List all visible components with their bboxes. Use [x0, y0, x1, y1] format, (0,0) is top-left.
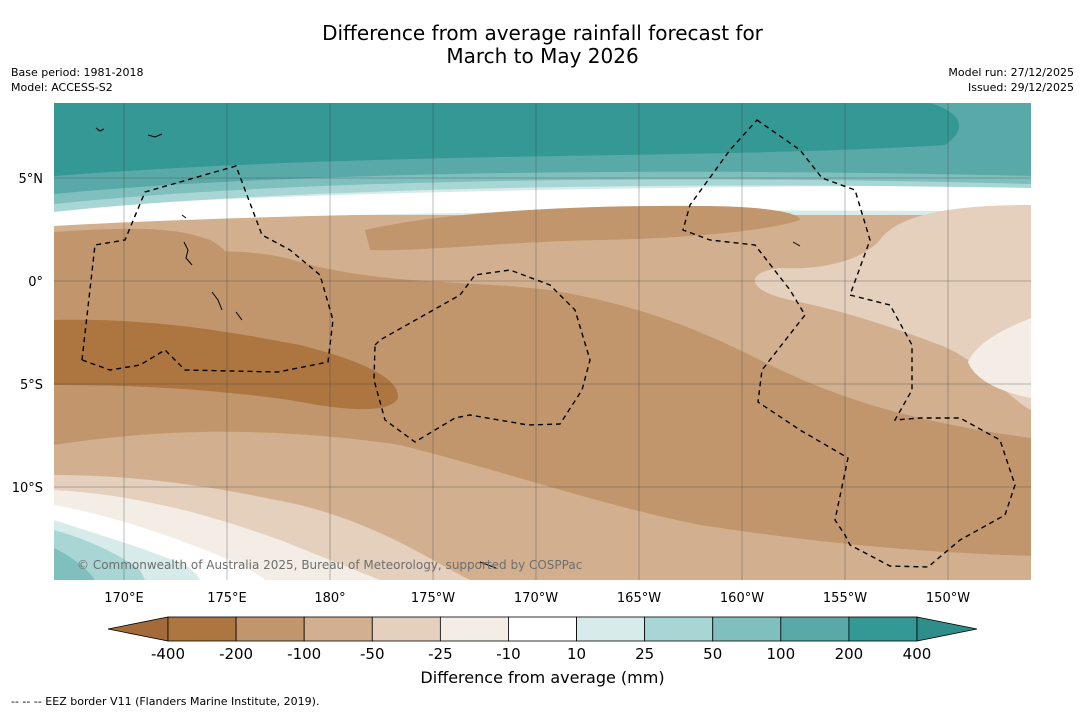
colorbar-tick-label: 25 — [635, 645, 654, 663]
meta-left: Base period: 1981-2018 Model: ACCESS-S2 — [11, 65, 143, 95]
band-brown-100 — [54, 251, 1031, 556]
colorbar-tick-label: 400 — [903, 645, 932, 663]
island-coastline-8 — [181, 214, 187, 219]
colorbar-segment — [780, 616, 850, 642]
area-very-light-east — [968, 318, 1031, 398]
colorbar-tick-label: 200 — [835, 645, 864, 663]
colorbar-tick-label: 100 — [766, 645, 795, 663]
eez-border-kiribati-phoenix — [373, 269, 591, 443]
issued-text: Issued: 29/12/2025 — [967, 81, 1074, 94]
colorbar-tick-label: -100 — [287, 645, 321, 663]
lat-label-5n: 5°N — [19, 172, 44, 187]
model-run-text: Model run: 27/12/2025 — [948, 66, 1074, 79]
meta-right: Model run: 27/12/2025 Issued: 29/12/2025 — [948, 65, 1074, 95]
eez-border-kiribati-line — [682, 119, 1016, 568]
colorbar-tick-label: -400 — [151, 645, 185, 663]
colorbar-segment — [508, 616, 577, 642]
band-brown-light-west — [54, 228, 229, 281]
colorbar-segment — [644, 616, 714, 642]
lon-label-155w: 155°W — [823, 591, 867, 606]
base-period-text: Base period: 1981-2018 — [11, 66, 144, 79]
island-coastline-7 — [792, 241, 801, 247]
lon-label-170w: 170°W — [514, 591, 558, 606]
colorbar-tick-label: -50 — [360, 645, 385, 663]
title-line-2: March to May 2026 — [446, 44, 639, 68]
lon-label-170e: 170°E — [104, 591, 144, 606]
colorbar-tick-label: 50 — [703, 645, 722, 663]
eez-border-kiribati-gilbert — [81, 165, 334, 373]
colorbar-title: Difference from average (mm) — [420, 668, 665, 687]
colorbar-segment — [303, 616, 373, 642]
island-coastline-2 — [95, 127, 105, 132]
colorbar-segment — [712, 616, 782, 642]
band-teal-south-3 — [54, 548, 95, 580]
lat-label-0: 0° — [28, 275, 43, 290]
copyright-text: © Commonwealth of Australia 2025, Bureau… — [77, 558, 583, 572]
lat-label-5s: 5°S — [20, 378, 43, 393]
area-light-tan-east — [754, 205, 1031, 410]
eez-borders — [81, 119, 1016, 568]
lon-label-165w: 165°W — [617, 591, 661, 606]
band-white-north — [54, 185, 1031, 226]
colorbar-tick-label: -10 — [496, 645, 521, 663]
lon-label-150w: 150°W — [926, 591, 970, 606]
title-line-1: Difference from average rainfall forecas… — [322, 21, 763, 45]
colorbar-extend-low — [107, 616, 169, 642]
colorbar-extend-high — [916, 616, 978, 642]
lon-labels: 170°E 175°E 180° 175°W 170°W 165°W 160°W… — [104, 591, 970, 606]
graticule — [54, 103, 1031, 580]
lon-label-160w: 160°W — [720, 591, 764, 606]
band-teal-200 — [54, 103, 960, 176]
colorbar: -400 -200 -100 -50 -25 -10 10 25 50 100 200 400 — [107, 616, 978, 663]
island-coastline-5 — [235, 311, 243, 321]
band-brown-100-north — [365, 205, 800, 251]
rainfall-field — [54, 103, 1031, 580]
lat-label-10s: 10°S — [12, 481, 43, 496]
lon-label-175w: 175°W — [411, 591, 455, 606]
eez-footnote: -- -- -- EEZ border V11 (Flanders Marine… — [11, 695, 320, 708]
colorbar-segment — [167, 616, 237, 642]
island-coastline-4 — [211, 291, 223, 311]
colorbar-segment — [235, 616, 305, 642]
island-coastline-3 — [183, 241, 193, 266]
band-brown-200-west — [54, 319, 399, 410]
chart-title: Difference from average rainfall forecas… — [0, 22, 1085, 68]
lat-labels: 5°N 0° 5°S 10°S — [12, 172, 43, 496]
colorbar-segment — [439, 616, 509, 642]
islands — [95, 127, 801, 569]
lon-label-175e: 175°E — [207, 591, 247, 606]
colorbar-segment — [371, 616, 441, 642]
model-text: Model: ACCESS-S2 — [11, 81, 113, 94]
island-coastline-6 — [479, 561, 497, 569]
colorbar-segment — [576, 616, 646, 642]
colorbar-tick-label: -200 — [219, 645, 253, 663]
colorbar-tick-label: 10 — [567, 645, 586, 663]
lon-label-180: 180° — [314, 591, 345, 606]
colorbar-tick-label: -25 — [428, 645, 453, 663]
colorbar-segment — [848, 616, 918, 642]
island-coastline-1 — [147, 133, 163, 138]
